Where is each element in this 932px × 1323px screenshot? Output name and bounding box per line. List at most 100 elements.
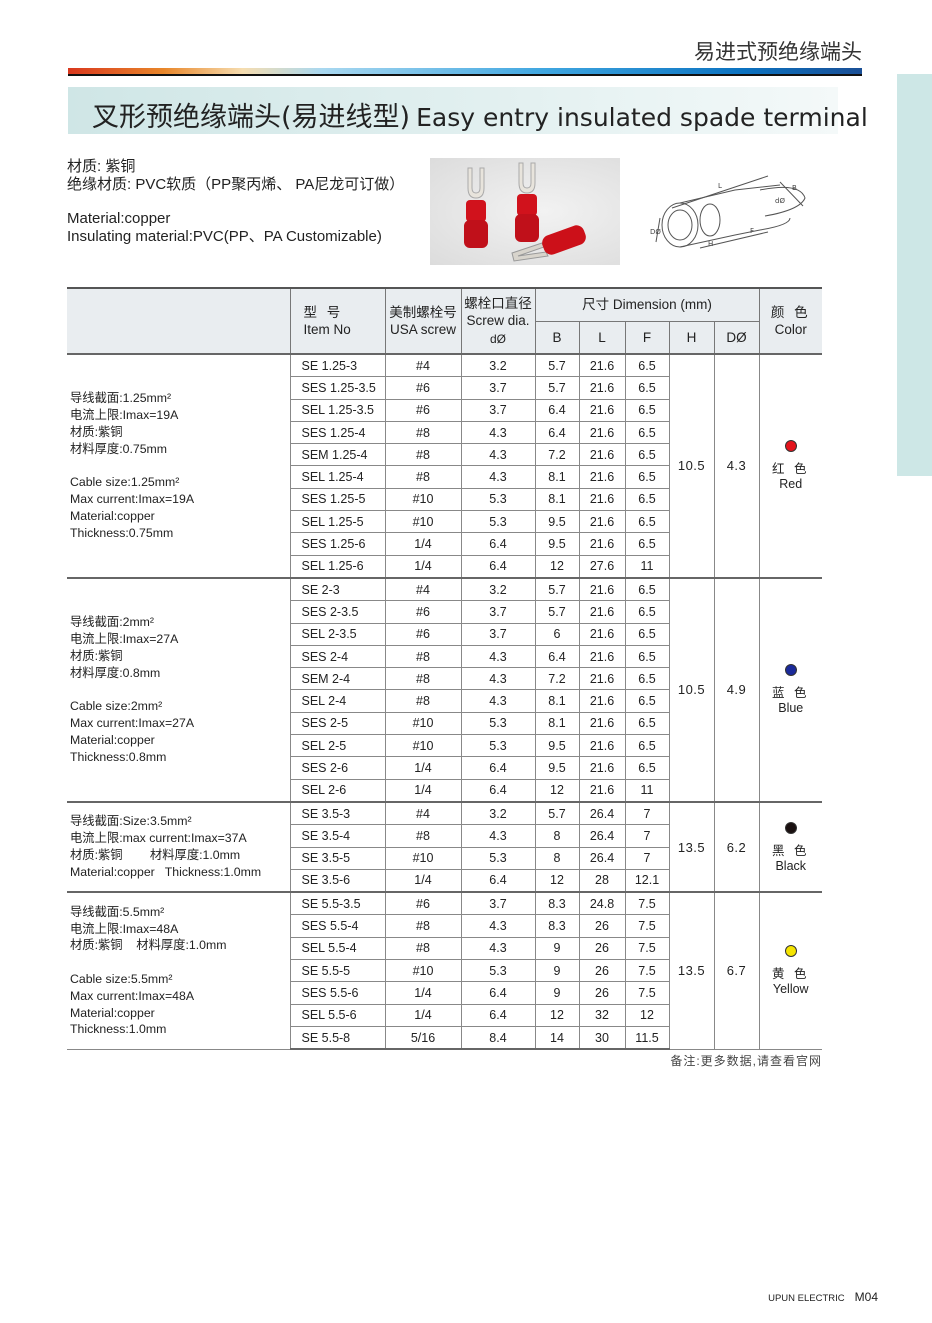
cell-dim-l: 27.6 — [578, 554, 626, 579]
table-row: SEL 5.5-4 #8 4.3 9 26 7.5 — [67, 936, 822, 961]
cell-usa-screw: #6 — [384, 600, 462, 624]
color-swatch-icon — [784, 821, 797, 834]
header-gradient-bar — [68, 68, 862, 74]
cell-dim-l: 26.4 — [578, 824, 626, 848]
cell-dim-f: 6.5 — [624, 487, 670, 512]
cell-item-no: SEL 5.5-6 — [289, 1003, 386, 1027]
cell-usa-screw: #10 — [384, 734, 462, 758]
cell-item-no: SES 1.25-5 — [289, 487, 386, 512]
cell-usa-screw: #6 — [384, 376, 462, 400]
header-dia-cn: 螺栓口直径 — [464, 295, 532, 311]
intro-material-en: Material:copper — [67, 210, 171, 227]
table-row: SE 5.5-5 #10 5.3 9 26 7.5 — [67, 959, 822, 983]
table-row: SES 2-4 #8 4.3 6.4 21.6 6.5 — [67, 644, 822, 669]
cell-screw-dia: 3.2 — [460, 800, 536, 826]
description-line: 材料厚度:0.75mm — [70, 441, 168, 456]
description-line: 电流上限:Imax=27A — [70, 632, 179, 647]
table-row: SES 5.5-6 1/4 6.4 9 26 7.5 — [67, 981, 822, 1005]
cell-dim-b: 8.3 — [534, 914, 580, 938]
cell-screw-dia: 3.7 — [460, 376, 536, 400]
cell-item-no: SES 5.5-6 — [289, 981, 386, 1005]
cell-dim-b: 8.1 — [534, 487, 580, 512]
dimension-diagram: L B F dØ DØ H — [640, 160, 820, 260]
intro-insulation-cn: 绝缘材质: PVC软质（PP聚丙烯、 PA尼龙可订做） — [67, 176, 405, 193]
cell-dim-l: 21.6 — [578, 487, 626, 512]
cell-usa-screw: #8 — [384, 667, 462, 691]
cell-screw-dia: 4.3 — [460, 420, 536, 445]
cell-dim-l: 26 — [578, 981, 626, 1005]
cell-h: 10.5 — [668, 576, 715, 803]
cell-screw-dia: 4.3 — [460, 443, 536, 467]
cell-dim-f: 6.5 — [624, 465, 670, 489]
cell-dim-b: 9 — [534, 981, 580, 1005]
terminal-upright-1 — [464, 167, 488, 248]
table-row: SEL 1.25-5 #10 5.3 9.5 21.6 6.5 — [67, 510, 822, 534]
header-item-cn: 型 号 — [303, 305, 344, 320]
group-description: 导线截面:Size:3.5mm² 电流上限:max current:Imax=37… — [67, 800, 291, 893]
cell-screw-dia: 5.3 — [460, 711, 536, 736]
cell-usa-screw: 1/4 — [384, 981, 462, 1005]
cell-dim-b: 7.2 — [534, 667, 580, 691]
cell-usa-screw: 1/4 — [384, 1003, 462, 1027]
header-usa-screw: 美制螺栓号 USA screw — [384, 287, 461, 354]
description-line: 材质:紫铜 材料厚度:1.0mm — [70, 938, 227, 953]
cell-usa-screw: #6 — [384, 891, 462, 916]
cell-dim-b: 6 — [534, 622, 580, 646]
cell-usa-screw: #8 — [384, 914, 462, 938]
cell-dim-f: 11 — [624, 778, 670, 803]
cell-screw-dia: 4.3 — [460, 465, 536, 489]
cell-dim-l: 26 — [578, 959, 626, 983]
cell-dim-f: 6.5 — [624, 600, 670, 624]
cell-dim-l: 21.6 — [578, 532, 626, 556]
cell-dim-l: 21.6 — [578, 510, 626, 534]
color-name-en: Yellow — [772, 982, 809, 997]
cell-usa-screw: #10 — [384, 510, 462, 534]
cell-screw-dia: 3.2 — [460, 576, 536, 602]
cell-dim-b: 6.4 — [534, 398, 580, 422]
cell-dim-f: 7 — [624, 824, 670, 848]
cell-usa-screw: 5/16 — [384, 1025, 462, 1051]
cell-screw-dia: 5.3 — [460, 487, 536, 512]
cell-item-no: SEL 2-5 — [289, 734, 386, 758]
cell-screw-dia: 8.4 — [460, 1025, 536, 1051]
description-line: 材质:紫铜 — [70, 424, 123, 439]
cell-dim-f: 7 — [624, 846, 670, 870]
table-row: SEL 2-6 1/4 6.4 12 21.6 11 — [67, 778, 822, 803]
table-row: SES 5.5-4 #8 4.3 8.3 26 7.5 — [67, 914, 822, 938]
cell-item-no: SEL 5.5-4 — [289, 936, 386, 961]
cell-dim-l: 21.6 — [578, 600, 626, 624]
table-row: SEL 5.5-6 1/4 6.4 12 32 12 — [67, 1003, 822, 1027]
cell-item-no: SEL 2-6 — [289, 778, 386, 803]
description-line: Material:copper — [70, 508, 155, 523]
cell-dim-l: 21.6 — [578, 644, 626, 669]
header-color-en: Color — [774, 322, 807, 337]
section-title: 易进式预绝缘端头 — [694, 40, 862, 64]
cell-item-no: SES 2-4 — [289, 644, 386, 669]
diagram-label-dd: DØ — [650, 228, 661, 236]
cell-usa-screw: #4 — [384, 576, 462, 602]
cell-dim-f: 6.5 — [624, 353, 670, 378]
cell-screw-dia: 6.4 — [460, 778, 536, 803]
cell-dim-f: 6.5 — [624, 734, 670, 758]
table-row: SE 3.5-5 #10 5.3 8 26.4 7 — [67, 846, 822, 870]
side-tab-marker — [897, 74, 932, 476]
cell-dim-f: 7.5 — [624, 936, 670, 961]
color-swatch-icon — [784, 945, 797, 958]
cell-usa-screw: #6 — [384, 622, 462, 646]
cell-item-no: SEL 2-4 — [289, 689, 386, 713]
diagram-label-l: L — [718, 182, 722, 190]
header-f: F — [624, 321, 669, 355]
cell-h: 10.5 — [668, 353, 715, 579]
cell-usa-screw: 1/4 — [384, 756, 462, 780]
table-row: SE 5.5-8 5/16 8.4 14 30 11.5 — [67, 1025, 822, 1051]
cell-dim-f: 7.5 — [624, 891, 670, 916]
cell-item-no: SE 3.5-5 — [289, 846, 386, 870]
header-color: 颜 色 Color — [758, 287, 822, 354]
footnote: 备注:更多数据,请查看官网 — [670, 1054, 822, 1068]
table-row: SES 1.25-3.5 #6 3.7 5.7 21.6 6.5 — [67, 376, 822, 400]
cell-item-no: SE 2-3 — [289, 576, 386, 602]
description-line: Cable size:2mm² — [70, 699, 163, 714]
cell-dim-f: 6.5 — [624, 443, 670, 467]
intro-insulation-en: Insulating material:PVC(PP、PA Customizab… — [67, 228, 382, 245]
cell-usa-screw: #8 — [384, 936, 462, 961]
